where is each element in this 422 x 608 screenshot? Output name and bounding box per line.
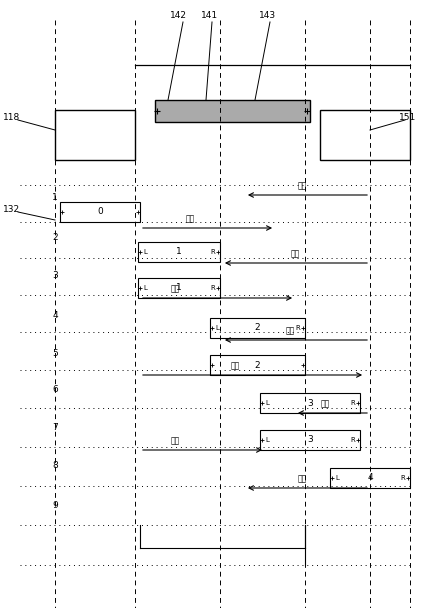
Text: 行程: 行程 [170, 284, 180, 293]
Text: 行程: 行程 [320, 399, 330, 408]
Text: 9: 9 [52, 500, 58, 510]
Text: R: R [210, 249, 215, 255]
Bar [260, 430, 360, 450]
Text: R: R [350, 400, 355, 406]
Bar [210, 355, 305, 375]
Text: 8: 8 [52, 461, 58, 471]
Text: R: R [295, 325, 300, 331]
Text: 行程: 行程 [298, 181, 307, 190]
Text: 行程: 行程 [230, 361, 240, 370]
Text: 2: 2 [255, 323, 260, 333]
Text: 118: 118 [3, 114, 21, 122]
Text: 4: 4 [367, 474, 373, 483]
Bar [138, 242, 220, 262]
Text: R: R [400, 475, 405, 481]
Bar [155, 100, 310, 122]
Text: 143: 143 [260, 10, 276, 19]
Bar [60, 202, 140, 222]
Text: 4: 4 [52, 311, 58, 319]
Text: 3: 3 [52, 271, 58, 280]
Bar [260, 393, 360, 413]
Text: L: L [143, 249, 147, 255]
Text: L: L [143, 285, 147, 291]
Bar [138, 278, 220, 298]
Text: 132: 132 [3, 206, 21, 215]
Text: 1: 1 [52, 193, 58, 202]
Text: 5: 5 [52, 348, 58, 358]
Text: 7: 7 [52, 424, 58, 432]
Text: 141: 141 [201, 10, 219, 19]
Text: 1: 1 [176, 283, 182, 292]
Text: 151: 151 [399, 114, 417, 122]
Bar [210, 318, 305, 338]
Bar [330, 468, 410, 488]
Text: 行程: 行程 [185, 214, 195, 223]
Text: R: R [350, 437, 355, 443]
Text: 行程: 行程 [298, 474, 307, 483]
Text: 2: 2 [255, 361, 260, 370]
Text: 1: 1 [176, 247, 182, 257]
Text: 行程: 行程 [285, 326, 295, 335]
Text: 0: 0 [97, 207, 103, 216]
Text: 行程: 行程 [170, 436, 180, 445]
Text: 3: 3 [307, 398, 313, 407]
Text: L: L [265, 400, 269, 406]
Text: 6: 6 [52, 385, 58, 395]
Text: R: R [210, 285, 215, 291]
Text: L: L [215, 325, 219, 331]
Bar [320, 110, 410, 160]
Text: L: L [265, 437, 269, 443]
Bar [55, 110, 135, 160]
Text: 行程: 行程 [290, 249, 300, 258]
Text: 142: 142 [170, 10, 187, 19]
Text: 3: 3 [307, 435, 313, 444]
Text: L: L [335, 475, 339, 481]
Text: 2: 2 [52, 233, 58, 243]
